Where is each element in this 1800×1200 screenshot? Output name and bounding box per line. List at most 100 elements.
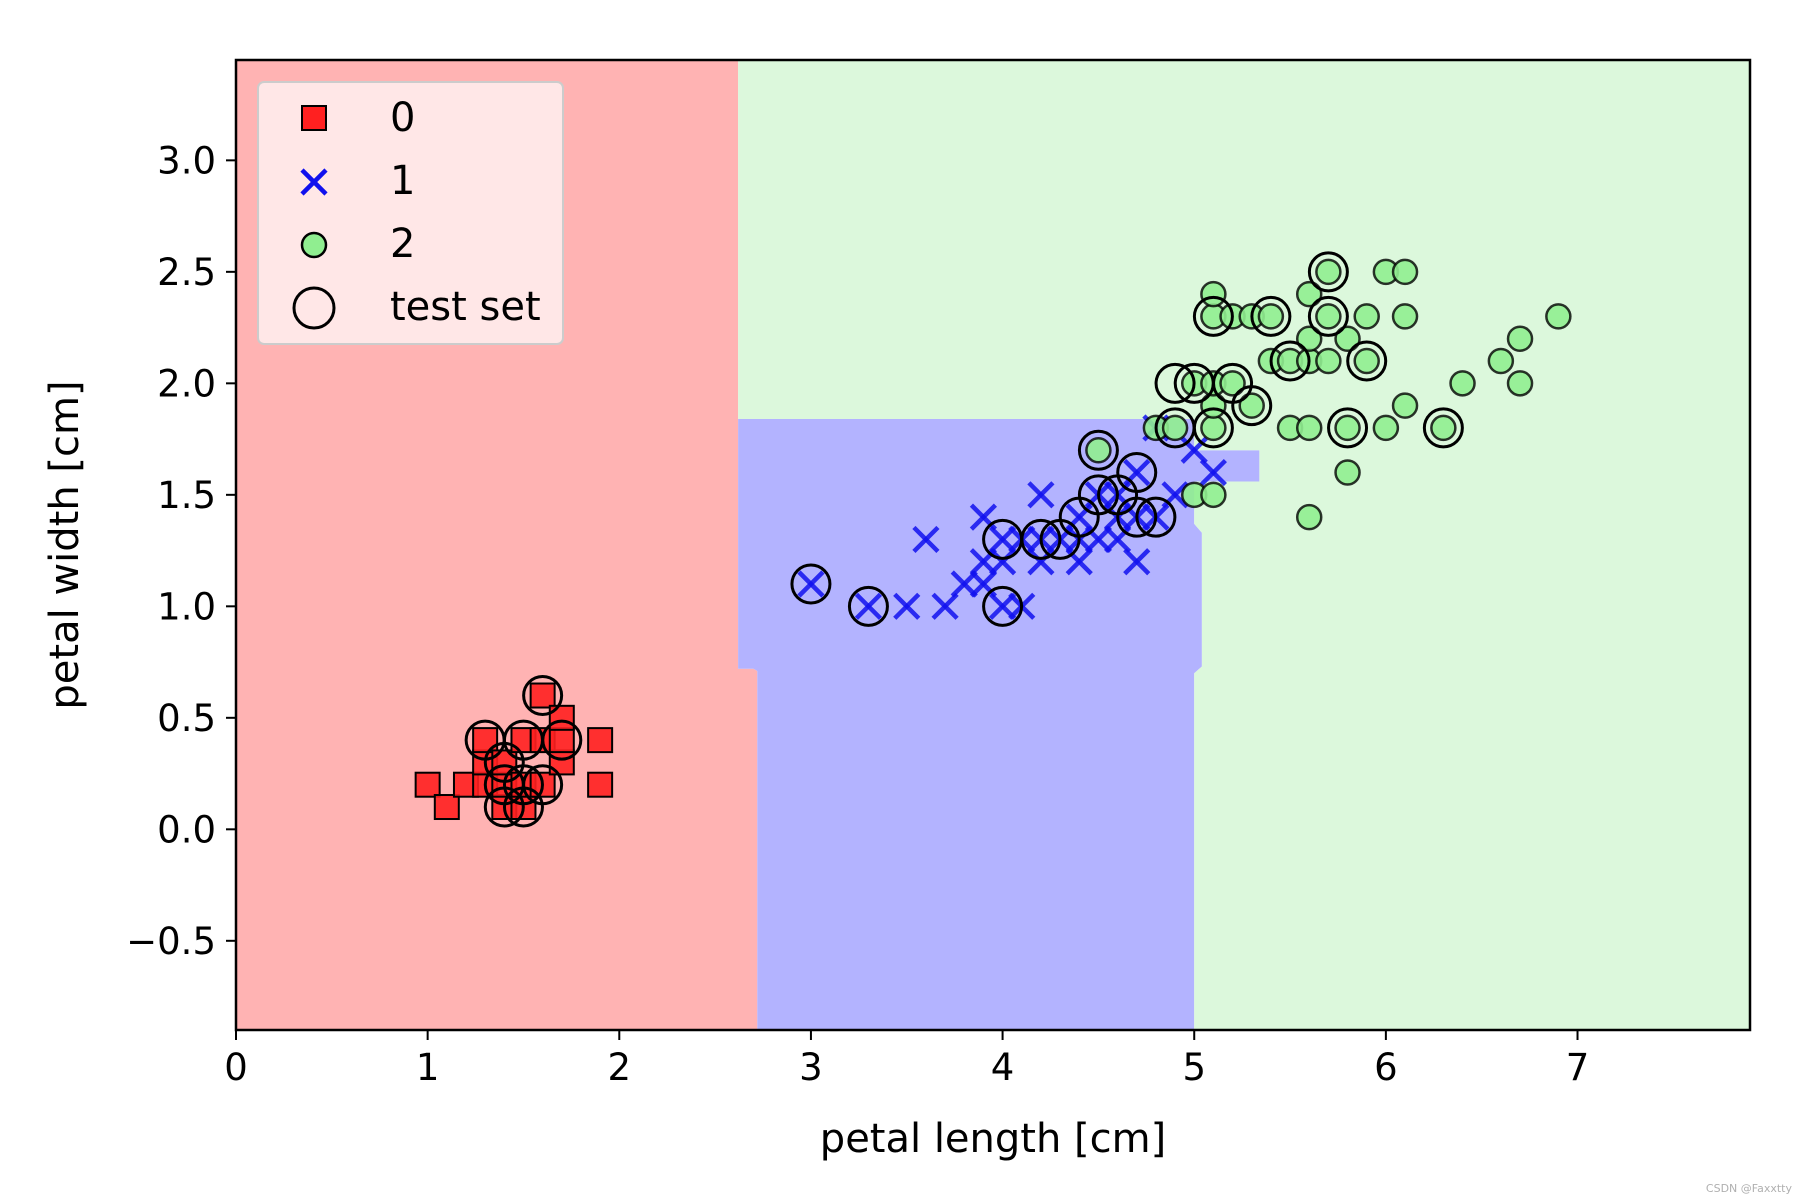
point-test-set [1020,518,1062,560]
point-class-0 [472,727,499,754]
point-class-2 [1200,414,1227,442]
point-class-0 [587,771,614,798]
legend-label-0: 0 [390,95,415,141]
point-class-2 [1334,325,1361,352]
region-class-2 [738,60,1750,1030]
point-class-2 [1353,347,1380,375]
y-tick-label: −0.5 [126,920,216,963]
point-class-2 [1315,347,1342,375]
point-class-2 [1219,370,1246,397]
point-test-set [1077,429,1119,471]
y-tick-label: 0.5 [157,697,216,740]
y-tick-label: 0.0 [157,808,216,851]
legend-marker-square-icon [301,105,327,131]
x-tick-label: 5 [1182,1046,1206,1089]
point-class-1 [797,570,825,598]
point-class-2 [1353,303,1380,330]
point-test-set [1135,496,1177,538]
y-tick-label: 2.5 [157,251,216,294]
point-test-set [522,675,564,717]
point-class-2 [1391,392,1419,419]
x-tick-label: 4 [991,1046,1015,1089]
point-class-2 [1295,414,1323,442]
legend-box [257,81,564,345]
x-tick-label: 2 [608,1046,632,1089]
point-test-set [847,585,889,627]
x-tick-label: 6 [1374,1046,1398,1089]
point-class-1 [854,592,883,620]
point-class-1 [988,548,1017,576]
point-test-set [1307,295,1349,337]
point-test-set [1346,340,1388,382]
point-class-2 [1545,303,1572,330]
point-test-set [1422,407,1464,449]
point-test-set [1116,452,1158,494]
point-class-2 [1372,414,1400,442]
legend: 0 1 2 test set [257,81,564,345]
legend-label-1: 1 [390,158,415,204]
point-test-set [1077,474,1119,516]
point-class-0 [548,727,575,754]
y-tick-label: 1.5 [157,474,216,517]
point-class-2 [1449,370,1476,397]
x-tick-label: 3 [799,1046,823,1089]
x-tick-label: 1 [416,1046,440,1089]
point-class-2 [1315,258,1342,286]
point-class-2 [1200,280,1227,308]
point-class-2 [1487,347,1515,375]
y-axis-ticks: −0.5 0.0 0.5 1.0 1.5 2.0 2.5 3.0 [126,139,236,963]
point-test-set [1327,407,1369,449]
y-axis-label: petal width [cm] [42,380,88,709]
point-class-2 [1295,280,1323,308]
point-class-2 [1334,414,1361,442]
point-test-set [1231,385,1273,427]
point-test-set [1116,496,1158,538]
point-class-2 [1257,303,1285,330]
point-class-1 [912,525,940,554]
point-class-2 [1334,459,1361,486]
point-class-1 [1123,548,1151,576]
point-class-1 [1027,481,1055,509]
region-class-1 [738,419,1260,1031]
point-class-2 [1295,325,1323,352]
point-class-2 [1085,436,1112,464]
x-axis-ticks: 0 1 2 3 4 5 6 7 [224,1030,1589,1089]
x-axis-label: petal length [cm] [820,1116,1166,1162]
y-tick-label: 3.0 [157,139,216,182]
legend-marker-open-circle-icon [292,286,336,330]
point-class-1 [1199,458,1227,487]
point-class-2 [1315,303,1342,330]
point-class-2 [1200,481,1227,509]
point-test-set [502,764,544,806]
plot-frame [234,58,1752,1032]
point-class-1 [893,592,921,620]
point-test-set [522,764,564,806]
point-class-2 [1430,414,1457,442]
point-class-2 [1391,258,1419,286]
watermark: CSDN @Faxxtty [1706,1182,1793,1195]
y-tick-label: 1.0 [157,585,216,628]
point-test-set [1269,340,1311,382]
legend-marker-x-icon [300,168,328,196]
data-points [414,251,1572,828]
point-class-2 [1506,370,1534,397]
point-test-set [1154,362,1196,404]
legend-marker-circle-icon [300,231,328,259]
point-test-set [982,585,1024,627]
point-class-2 [1238,392,1265,419]
point-class-2 [1295,503,1323,531]
point-test-set [541,719,583,761]
point-class-0 [433,794,460,821]
x-tick-label: 0 [224,1046,248,1089]
point-class-0 [529,682,556,709]
point-class-2 [1161,414,1189,442]
point-test-set [1192,407,1234,449]
point-test-set [790,563,832,605]
point-class-0 [414,771,441,798]
point-class-0 [548,749,575,776]
y-tick-label: 2.0 [157,362,216,405]
point-test-set [1250,295,1292,337]
legend-label-test-set: test set [390,284,541,330]
legend-label-2: 2 [390,221,415,267]
